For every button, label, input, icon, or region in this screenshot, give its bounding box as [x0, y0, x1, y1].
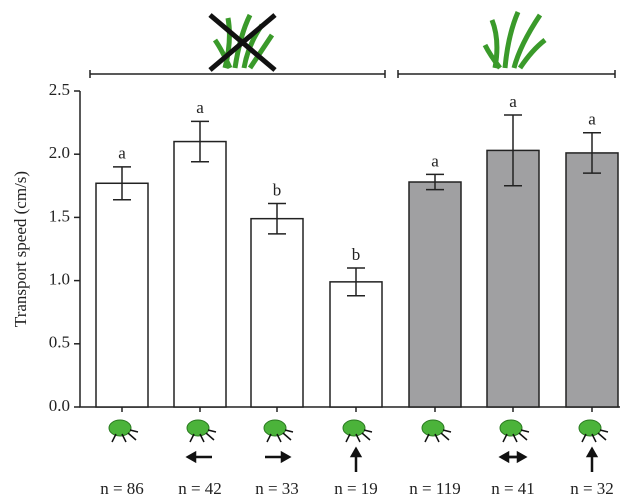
significance-letter: b [273, 180, 282, 199]
significance-letter: a [509, 92, 517, 111]
bar [251, 219, 303, 407]
x-tick-label: n = 33 [255, 479, 299, 498]
bar [409, 182, 461, 407]
significance-letter: a [196, 98, 204, 117]
group-brackets [90, 70, 615, 78]
y-tick-label: 2.5 [49, 80, 70, 99]
bar [330, 282, 382, 407]
grass-icon-crossed [210, 15, 275, 70]
y-tick-label: 2.0 [49, 143, 70, 162]
bar [566, 153, 618, 407]
y-axis-label: Transport speed (cm/s) [11, 171, 30, 327]
significance-letter: a [431, 151, 439, 170]
x-tick-label: n = 86 [100, 479, 144, 498]
bar [174, 142, 226, 407]
arrow [352, 449, 360, 472]
significance-letter: a [588, 110, 596, 129]
y-tick-label: 0.5 [49, 333, 70, 352]
x-tick-label: n = 32 [570, 479, 614, 498]
x-tick-label: n = 119 [409, 479, 460, 498]
y-tick-label: 1.5 [49, 206, 70, 225]
arrow [188, 453, 212, 461]
y-tick-label: 0.0 [49, 396, 70, 415]
bar [96, 183, 148, 407]
bar [487, 150, 539, 407]
x-tick-label: n = 42 [178, 479, 222, 498]
grass-icon [485, 12, 545, 68]
arrow [265, 453, 289, 461]
y-tick-label: 1.0 [49, 270, 70, 289]
chart: Transport speed (cm/s) 0.0 0.5 1.0 1.5 2.0 2.… [0, 0, 627, 500]
x-tick-label: n = 19 [334, 479, 378, 498]
arrow [588, 449, 596, 472]
x-tick-label: n = 41 [491, 479, 535, 498]
significance-letter: b [352, 245, 361, 264]
significance-letter: a [118, 144, 126, 163]
